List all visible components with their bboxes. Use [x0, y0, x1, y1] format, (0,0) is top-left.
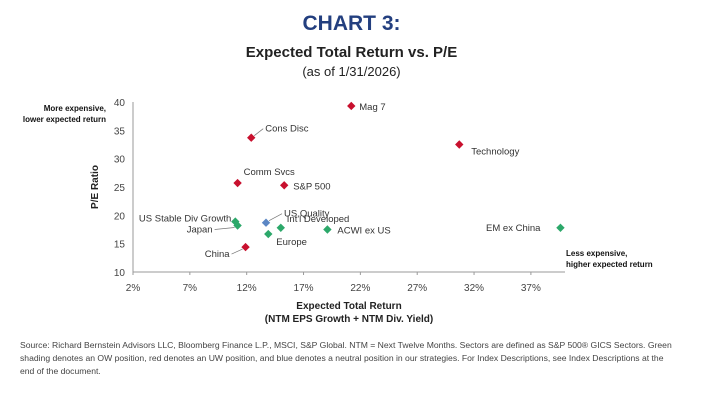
annotation-line: Less expensive,: [566, 249, 628, 258]
y-axis-title: P/E Ratio: [90, 165, 101, 209]
x-tick-label: 37%: [521, 283, 541, 294]
data-point-label: Comm Svcs: [244, 167, 295, 178]
data-point-label: US Stable Div Growth: [139, 214, 231, 225]
x-tick-label: 7%: [183, 283, 198, 294]
chart-subtitle: (as of 1/31/2026): [302, 64, 401, 79]
data-point-label: ACWI ex US: [337, 226, 390, 237]
x-tick-label: 32%: [464, 283, 484, 294]
data-point-marker: [241, 242, 250, 252]
x-axis-subtitle: (NTM EPS Growth + NTM Div. Yield): [265, 314, 433, 325]
annotation-more-expensive: More expensive, lower expected return: [10, 103, 106, 125]
data-point-marker: [276, 223, 285, 232]
data-point-marker: [233, 178, 242, 188]
annotation-line: More expensive,: [43, 104, 106, 113]
y-tick-label: 35: [114, 126, 126, 137]
annotation-less-expensive: Less expensive, higher expected return: [566, 248, 686, 270]
label-leader-line: [214, 227, 235, 230]
y-tick-label: 10: [114, 268, 126, 279]
data-point-label: S&P 500: [293, 181, 330, 192]
chart-number-label: CHART 3:: [302, 12, 401, 35]
annotation-line: higher expected return: [566, 260, 653, 269]
y-tick-label: 15: [114, 240, 126, 251]
plot-points: Mag 7 Technology Cons Disc Comm Svcs S&P 500…: [139, 101, 565, 260]
y-tick-label: 30: [114, 155, 126, 166]
label-leader-line: [254, 128, 264, 136]
data-point-marker: [233, 221, 242, 230]
data-point-marker: [261, 218, 271, 227]
data-point-marker: [247, 133, 256, 142]
data-point-marker: [455, 140, 464, 149]
source-note: Source: Richard Bernstein Advisors LLC, …: [20, 340, 672, 376]
y-tick-label: 25: [114, 183, 126, 194]
y-tick-label: 40: [114, 98, 126, 109]
x-tick-label: 2%: [126, 283, 141, 294]
data-point-marker: [323, 225, 332, 234]
chart-title: Expected Total Return vs. P/E: [245, 44, 458, 61]
x-tick-label: 22%: [350, 283, 370, 294]
data-point-label: Europe: [276, 237, 307, 248]
y-tick-label: 20: [114, 211, 126, 222]
x-axis-title: Expected Total Return: [296, 301, 401, 312]
data-point-label: China: [205, 249, 231, 260]
data-point-marker: [347, 101, 356, 111]
data-point-marker: [280, 181, 289, 190]
data-point-label: Technology: [471, 147, 519, 158]
scatter-plot: 2% 7% 12% 17% 22% 27% 32% 37% 10 15 20 25 30 35 40 Mag…: [90, 98, 565, 325]
data-point-label: Japan: [187, 225, 213, 236]
data-point-label: Int'l Developed: [287, 214, 350, 225]
annotation-line: lower expected return: [22, 115, 106, 124]
data-point-label: Cons Disc: [265, 124, 309, 135]
x-tick-label: 17%: [294, 283, 314, 294]
plot-axes: 2% 7% 12% 17% 22% 27% 32% 37% 10 15 20 25 30 35 40: [114, 98, 565, 294]
data-point-marker: [264, 229, 273, 239]
data-point-label: Mag 7: [359, 102, 385, 113]
label-leader-line: [231, 248, 243, 255]
data-point-marker: [556, 223, 565, 232]
x-tick-label: 27%: [407, 283, 427, 294]
label-leader-line: [268, 213, 283, 222]
x-tick-label: 12%: [237, 283, 257, 294]
data-point-label: US Quality: [284, 209, 330, 220]
data-point-label: EM ex China: [486, 223, 541, 234]
